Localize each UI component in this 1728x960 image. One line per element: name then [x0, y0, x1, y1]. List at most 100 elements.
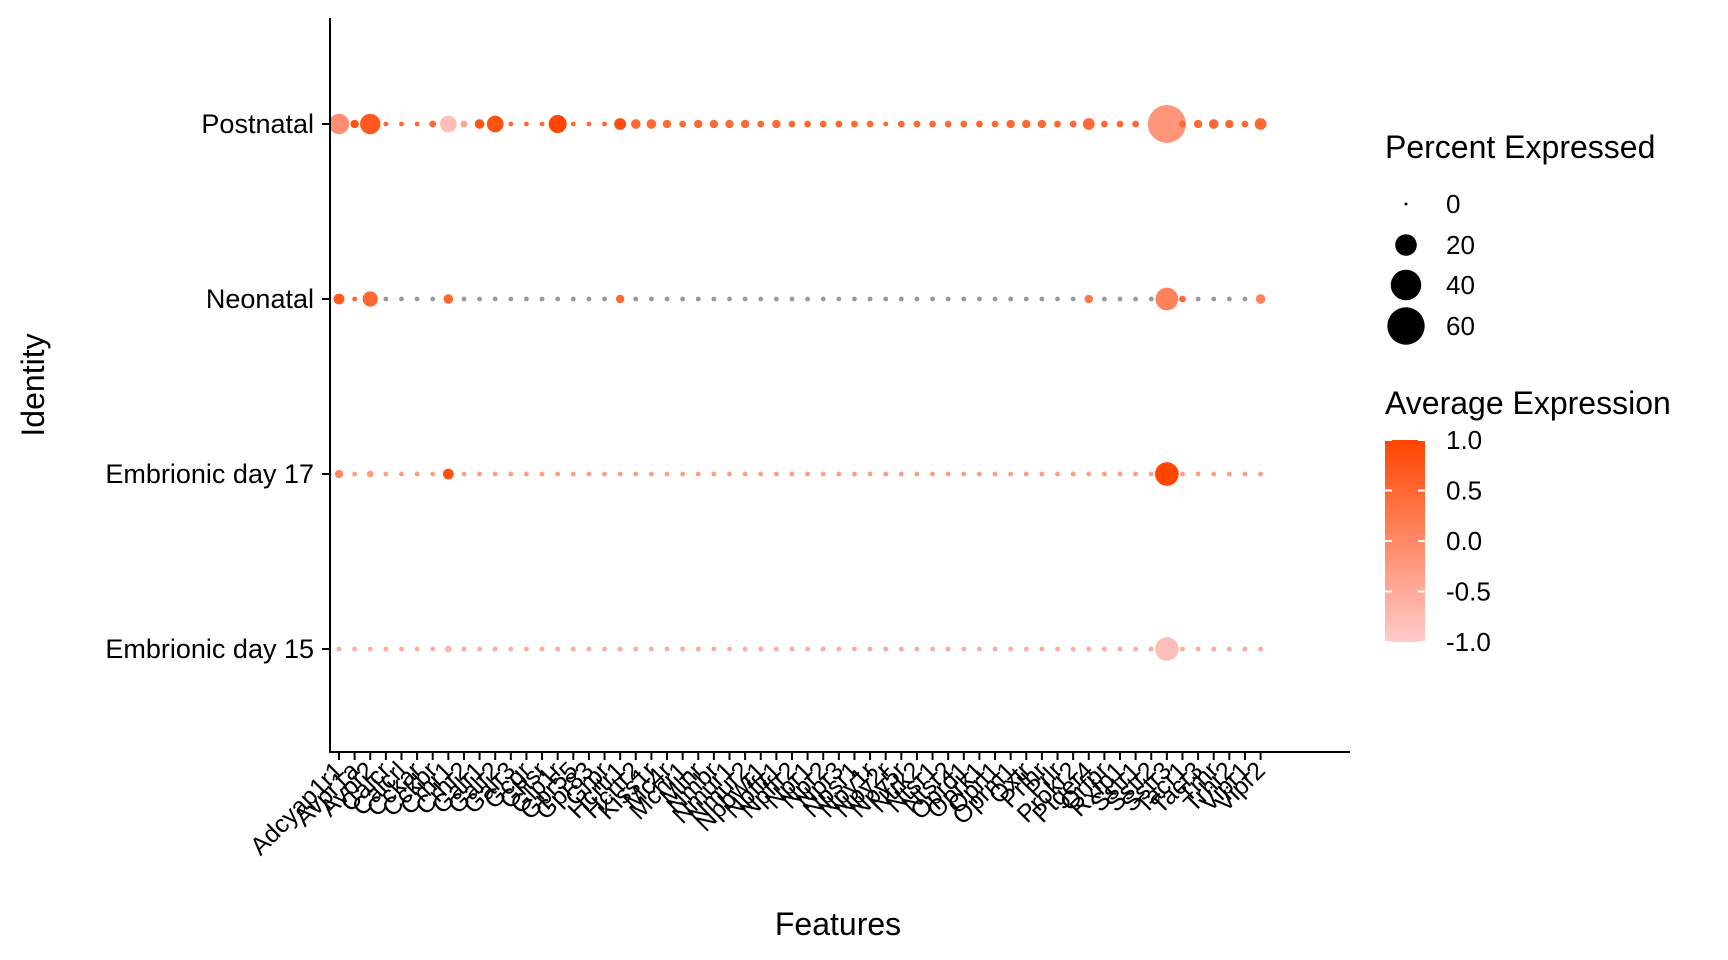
dot-point — [914, 471, 920, 477]
dot-point — [789, 646, 795, 652]
dot-point — [383, 121, 389, 127]
dot-point — [789, 296, 795, 302]
dot-point — [352, 471, 358, 477]
dot-point — [360, 113, 381, 135]
dot-point — [1070, 296, 1076, 302]
dot-point — [1039, 296, 1045, 302]
dot-point — [474, 119, 485, 129]
dot-point — [1255, 294, 1266, 304]
dot-point — [742, 296, 748, 302]
dot-point — [883, 646, 889, 652]
dot-point — [1195, 471, 1201, 477]
dot-point — [914, 296, 920, 302]
dot-point — [383, 471, 389, 477]
dot-point — [1023, 646, 1029, 652]
dot-point — [664, 296, 670, 302]
dot-point — [819, 120, 827, 128]
dot-point — [477, 296, 482, 302]
dot-point — [883, 471, 889, 477]
dot-point — [414, 471, 420, 477]
dot-point — [414, 121, 420, 127]
dot-point — [695, 296, 701, 302]
dot-point — [1180, 646, 1185, 652]
dot-point — [820, 471, 826, 477]
dot-point — [836, 471, 842, 477]
dot-point — [1101, 296, 1107, 302]
dot-point — [945, 471, 951, 477]
dot-point — [508, 471, 514, 477]
x-axis-title: Features — [775, 906, 901, 942]
dot-point — [883, 121, 889, 127]
dot-point — [429, 120, 437, 128]
dot-point — [352, 646, 358, 652]
dot-point — [866, 120, 874, 128]
dot-point — [524, 121, 529, 127]
dot-point — [709, 119, 719, 129]
size-legend-label: 0 — [1446, 189, 1460, 219]
dot-point — [555, 471, 561, 477]
dot-point — [414, 646, 420, 652]
dot-point — [883, 296, 889, 302]
dot-point — [1241, 120, 1249, 128]
dot-point — [758, 471, 764, 477]
dot-point — [570, 121, 576, 127]
dot-point — [1117, 296, 1123, 302]
dot-point — [757, 120, 765, 128]
dot-point — [383, 296, 389, 302]
dot-point — [1148, 646, 1154, 652]
dot-point — [486, 115, 504, 133]
dot-point — [539, 296, 545, 302]
color-legend-label: 0.0 — [1446, 526, 1482, 556]
dot-point — [648, 296, 654, 302]
dot-point — [773, 471, 779, 477]
dot-point — [1117, 471, 1123, 477]
dot-point — [694, 119, 703, 129]
dot-point — [328, 113, 350, 135]
dot-point — [1195, 646, 1201, 652]
size-legend-title: Percent Expressed — [1385, 129, 1655, 165]
dot-point — [727, 646, 732, 652]
dot-point — [539, 646, 545, 652]
dot-point — [383, 646, 389, 652]
dot-point — [524, 296, 529, 302]
dot-point — [539, 121, 545, 127]
dot-point — [1008, 646, 1014, 652]
dot-point — [1226, 471, 1232, 477]
dot-point — [1086, 471, 1092, 477]
x-tick-layer: Adcyap1r1Avpr1aAvpr2CalcrCalcrlCckarCckb… — [245, 752, 1271, 861]
dot-point — [977, 296, 982, 302]
dot-point — [602, 471, 607, 477]
dot-point — [586, 471, 592, 477]
dot-point — [977, 471, 982, 477]
dot-point — [602, 121, 607, 127]
dot-point — [992, 646, 998, 652]
dot-point — [976, 120, 983, 128]
dot-point — [1132, 120, 1140, 128]
dot-point — [1211, 471, 1217, 477]
dot-point — [740, 119, 750, 129]
dot-point — [805, 471, 811, 477]
size-legend-dot — [1390, 269, 1422, 301]
dot-point — [633, 471, 639, 477]
dot-point — [929, 120, 936, 128]
dot-point — [443, 294, 454, 304]
dot-point — [1055, 296, 1060, 302]
dot-point — [570, 646, 576, 652]
dot-point — [430, 646, 436, 652]
dot-point — [1258, 646, 1263, 652]
dot-point — [570, 296, 576, 302]
dot-point — [1155, 462, 1179, 486]
dot-point — [680, 646, 686, 652]
dot-point — [1155, 287, 1179, 311]
dot-point — [772, 119, 781, 129]
dot-point — [336, 646, 342, 652]
dot-point — [1225, 119, 1234, 129]
dot-point — [615, 294, 625, 304]
dot-point — [680, 471, 686, 477]
dot-point — [555, 296, 561, 302]
dot-point — [1039, 646, 1045, 652]
size-legend-dot — [1404, 202, 1408, 206]
dot-point — [1242, 471, 1248, 477]
dot-point — [1008, 296, 1014, 302]
dot-point — [586, 296, 592, 302]
